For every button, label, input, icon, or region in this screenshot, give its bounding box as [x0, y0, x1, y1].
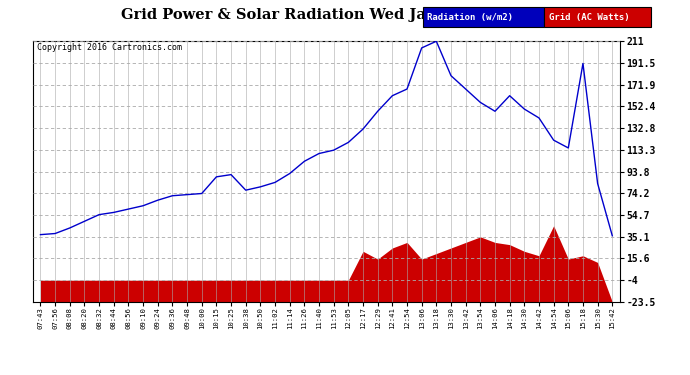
Text: Copyright 2016 Cartronics.com: Copyright 2016 Cartronics.com [37, 43, 181, 52]
Text: Grid (AC Watts): Grid (AC Watts) [549, 13, 629, 22]
Text: Grid Power & Solar Radiation Wed Jan 13 16:06: Grid Power & Solar Radiation Wed Jan 13 … [121, 8, 513, 22]
Text: Radiation (w/m2): Radiation (w/m2) [427, 13, 513, 22]
